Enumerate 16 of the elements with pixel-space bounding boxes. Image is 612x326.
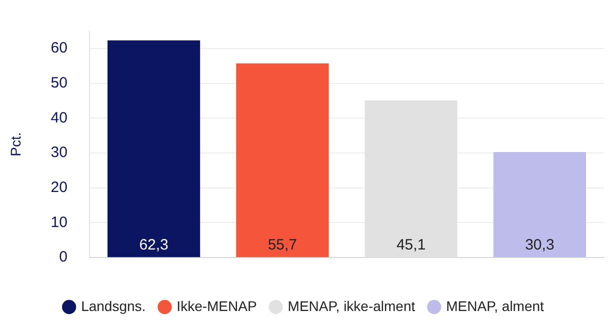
y-tick-label: 10 [50, 214, 68, 231]
legend-label: MENAP, alment [446, 298, 544, 314]
data-label: 45,1 [396, 236, 426, 254]
legend-label: Landsgns. [81, 298, 146, 314]
data-label: 30,3 [525, 236, 554, 254]
data-label: 55,7 [268, 236, 298, 254]
y-tick-label: 0 [59, 248, 68, 266]
y-tick-label: 30 [50, 144, 68, 162]
y-tick-label: 50 [50, 74, 68, 92]
data-label: 62,3 [139, 236, 168, 254]
legend-label: MENAP, ikke-alment [288, 298, 416, 314]
y-tick-label: 60 [50, 40, 68, 57]
y-axis-title: Pct. [7, 132, 24, 156]
y-tick-label: 40 [50, 109, 68, 126]
y-tick-label: 20 [50, 179, 68, 196]
legend-label: Ikke-MENAP [176, 298, 257, 314]
